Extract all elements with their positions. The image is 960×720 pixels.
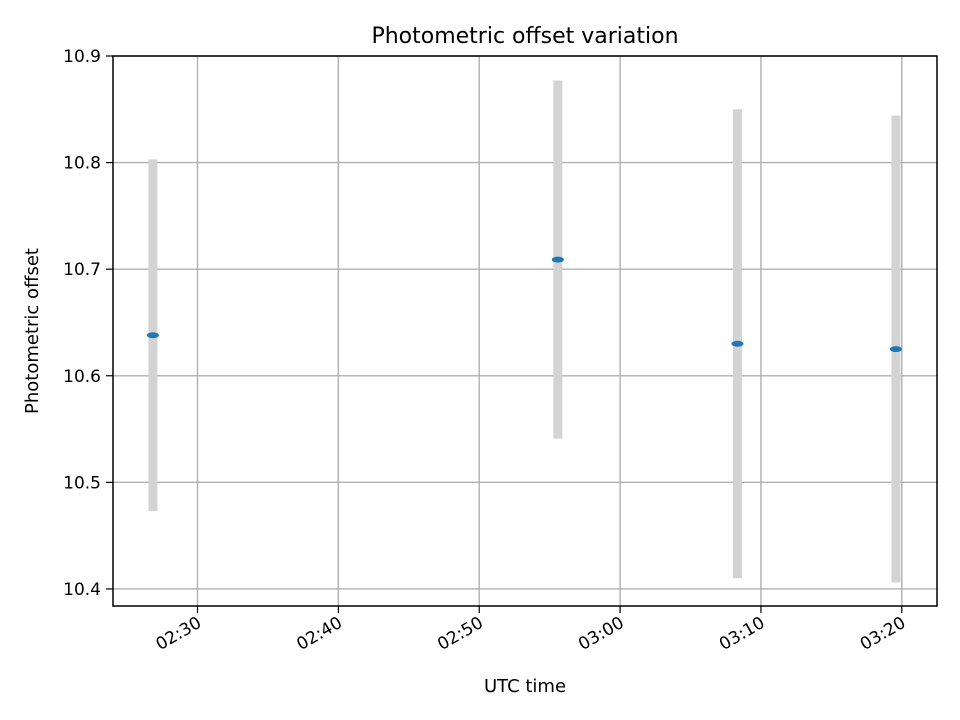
marker-layer	[146, 256, 902, 353]
y-tick-layer: 10.4 10.5 10.6 10.7 10.8 10.9	[63, 47, 113, 600]
y-tick-label: 10.4	[63, 580, 101, 600]
y-tick-label: 10.5	[63, 473, 101, 493]
data-point	[551, 256, 564, 263]
data-point	[731, 340, 744, 347]
y-axis-label: Photometric offset	[22, 248, 43, 414]
data-point	[889, 346, 902, 353]
plot-frame	[112, 55, 938, 607]
y-tick-label: 10.7	[63, 260, 101, 280]
y-tick-label: 10.8	[63, 154, 101, 174]
chart-title: Photometric offset variation	[371, 24, 678, 49]
y-tick-label: 10.6	[63, 367, 101, 387]
data-point	[146, 332, 159, 339]
y-tick-label: 10.9	[63, 47, 101, 67]
x-axis-label: UTC time	[484, 676, 566, 697]
